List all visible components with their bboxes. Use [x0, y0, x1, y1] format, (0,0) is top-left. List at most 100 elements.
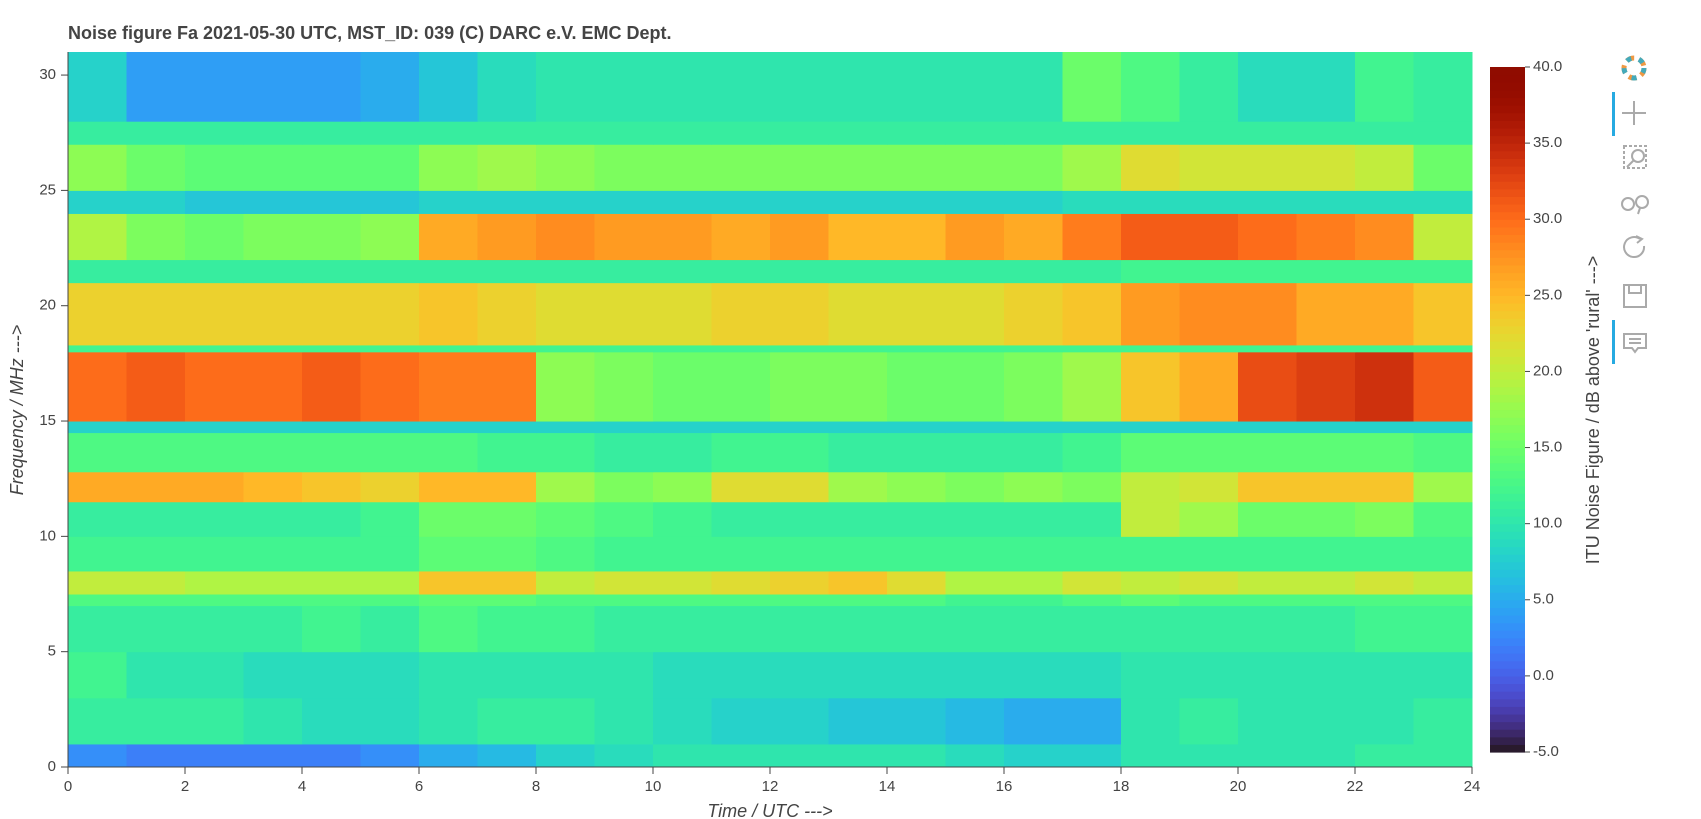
heat-cell [828, 190, 888, 214]
heat-cell [1355, 213, 1414, 261]
heat-cell [68, 697, 127, 745]
heat-cell [185, 471, 244, 503]
save-tool[interactable] [1623, 284, 1647, 308]
heat-cell [653, 190, 712, 214]
heat-cell [243, 743, 303, 768]
heat-cell [1004, 605, 1063, 653]
heat-cell [243, 52, 303, 122]
heat-cell [302, 536, 361, 572]
heat-cell [711, 570, 771, 595]
heat-cell [185, 190, 244, 214]
colorbar-swatch [1490, 363, 1525, 373]
colorbar-swatch [1490, 226, 1525, 236]
heat-cell [945, 743, 1005, 768]
heat-cell [126, 144, 186, 191]
heat-cell [419, 697, 478, 745]
colorbar-swatch [1490, 74, 1525, 83]
heat-cell [945, 190, 1005, 214]
heat-cell [126, 471, 186, 503]
colorbar-swatch [1490, 584, 1525, 593]
heat-cell [1062, 144, 1122, 191]
heat-cell [1413, 190, 1473, 214]
heat-cell [828, 421, 888, 434]
colorbar-tick-label: 5.0 [1533, 591, 1554, 608]
heat-cell [536, 351, 595, 422]
heat-cell [1238, 594, 1297, 607]
heat-cell [887, 421, 946, 434]
heat-cell [828, 594, 888, 607]
heat-cell [419, 213, 478, 261]
heat-cell [477, 190, 537, 214]
heat-cell [1296, 697, 1356, 745]
heat-cell [68, 351, 127, 422]
active-indicator [1612, 92, 1615, 136]
heat-cell [360, 743, 420, 768]
colorbar-swatch [1490, 325, 1525, 334]
reset-tool[interactable] [1623, 235, 1646, 258]
heat-cell [477, 501, 537, 537]
colorbar-swatch [1490, 371, 1525, 380]
heat-cell [419, 144, 478, 191]
x-tick-label: 4 [298, 778, 306, 795]
wheel-zoom-tool[interactable] [1621, 195, 1649, 215]
box-zoom-tool[interactable] [1623, 145, 1647, 169]
heat-cell [770, 259, 829, 284]
heat-cell [360, 605, 420, 653]
heat-cell [536, 190, 595, 214]
heat-cell [770, 536, 829, 572]
colorbar-swatch [1490, 607, 1525, 616]
colorbar-swatch [1490, 417, 1525, 426]
colorbar-swatch [1490, 645, 1525, 654]
heat-cell [1238, 651, 1297, 699]
heat-cell [302, 594, 361, 607]
heat-cell [185, 259, 244, 284]
colorbar-swatch [1490, 333, 1525, 342]
heat-cell [68, 594, 127, 607]
heat-cell [360, 259, 420, 284]
heat-cell [68, 344, 127, 353]
colorbar-tick-label: 20.0 [1533, 362, 1562, 379]
heat-cell [828, 570, 888, 595]
heat-cell [1179, 351, 1239, 422]
pan-tool[interactable] [1622, 101, 1646, 125]
colorbar-swatch [1490, 516, 1525, 525]
heat-cell [419, 594, 478, 607]
heat-cell [711, 651, 771, 699]
heat-cell [945, 471, 1005, 503]
heat-cell [185, 213, 244, 261]
heat-cell [1179, 144, 1239, 191]
x-tick-label: 18 [1113, 778, 1130, 795]
heat-cell [770, 501, 829, 537]
heat-cell [360, 570, 420, 595]
heat-cell [828, 471, 888, 503]
heat-cell [536, 421, 595, 434]
colorbar-swatch [1490, 105, 1525, 114]
heat-cell [887, 144, 946, 191]
heat-cell [1062, 213, 1122, 261]
heat-cell [1355, 570, 1414, 595]
heat-cell [594, 421, 654, 434]
heat-cell [360, 421, 420, 434]
colorbar-swatch [1490, 447, 1525, 456]
heat-cell [770, 651, 829, 699]
heat-cell [1004, 697, 1063, 745]
heat-cell [477, 536, 537, 572]
colorbar-swatch [1490, 257, 1525, 266]
heat-cell [1238, 432, 1297, 473]
heat-cell [419, 121, 478, 145]
heat-cell [360, 144, 420, 191]
colorbar-swatch [1490, 470, 1525, 479]
heat-cell [828, 121, 888, 145]
heat-cell [1296, 421, 1356, 434]
heat-cell [68, 52, 127, 122]
heat-cell [477, 697, 537, 745]
colorbar-swatch [1490, 554, 1525, 563]
heat-cell [1121, 121, 1180, 145]
colorbar-swatch [1490, 242, 1525, 251]
heat-cell [1238, 743, 1297, 768]
y-tick-label: 15 [39, 412, 56, 429]
heat-cell [243, 121, 303, 145]
bokeh-logo[interactable] [1621, 55, 1647, 81]
hover-tool[interactable] [1623, 333, 1647, 354]
